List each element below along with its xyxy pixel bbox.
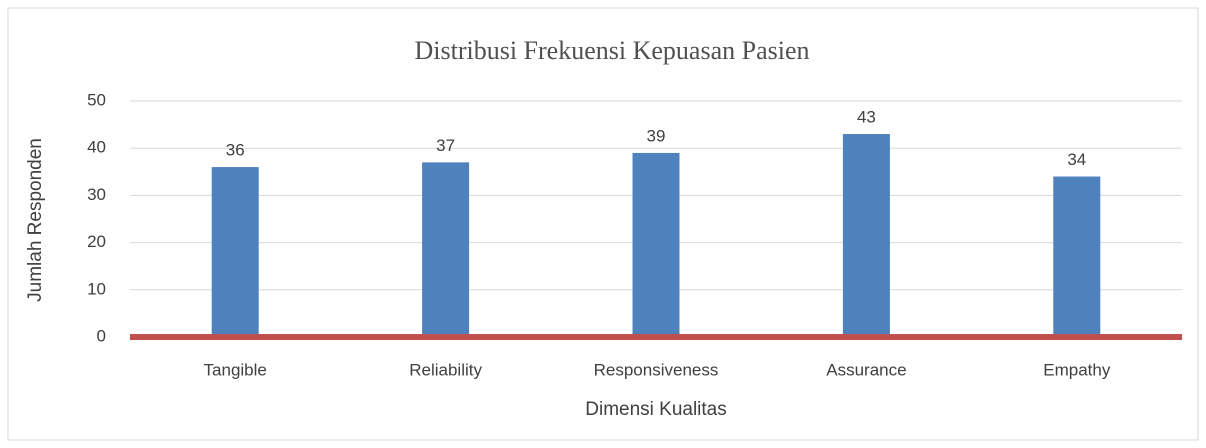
- bar: [211, 167, 259, 337]
- y-tick-label: 20: [87, 232, 106, 251]
- x-axis-title: Dimensi Kualitas: [585, 399, 727, 420]
- chart-title: Distribusi Frekuensi Kepuasan Pasien: [414, 36, 809, 65]
- data-label: 39: [647, 126, 666, 145]
- x-tick-label: Tangible: [204, 360, 267, 379]
- data-label: 37: [436, 136, 455, 155]
- bar: [1053, 176, 1101, 337]
- bar: [842, 134, 890, 337]
- x-tick-label: Empathy: [1043, 360, 1111, 379]
- y-tick-label: 30: [87, 185, 106, 204]
- data-label: 36: [226, 141, 245, 160]
- bar: [422, 162, 470, 337]
- y-tick-label: 10: [87, 279, 106, 298]
- x-tick-label: Reliability: [409, 360, 482, 379]
- chart-border: [7, 7, 1199, 441]
- x-tick-label: Responsiveness: [594, 360, 719, 379]
- y-axis-title: Jumlah Responden: [25, 138, 46, 302]
- y-tick-label: 50: [87, 90, 106, 109]
- bar: [632, 152, 680, 337]
- data-label: 43: [857, 108, 876, 127]
- x-tick-label: Assurance: [826, 360, 906, 379]
- y-tick-label: 0: [97, 326, 106, 345]
- data-label: 34: [1067, 150, 1086, 169]
- y-tick-label: 40: [87, 138, 106, 157]
